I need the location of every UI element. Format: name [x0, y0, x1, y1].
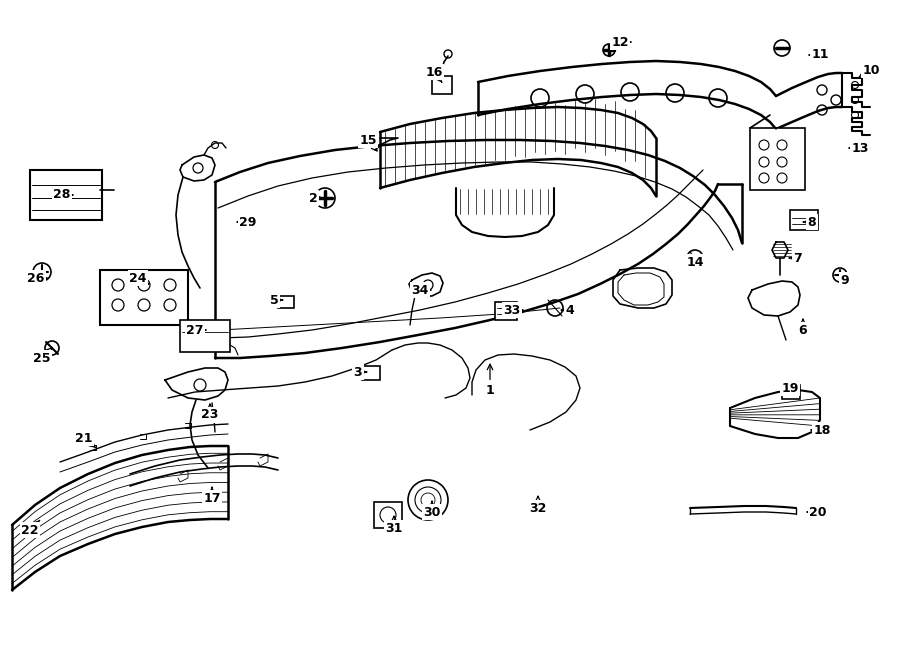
- Text: 11: 11: [809, 48, 829, 61]
- Bar: [180, 320, 230, 352]
- Text: 14: 14: [686, 256, 704, 268]
- Text: 19: 19: [781, 381, 798, 395]
- Text: 2: 2: [309, 192, 322, 204]
- Bar: [782, 385, 800, 399]
- Bar: [362, 366, 380, 380]
- Bar: [495, 302, 517, 320]
- Bar: [432, 76, 452, 94]
- Text: 31: 31: [385, 516, 402, 535]
- Text: 1: 1: [486, 364, 494, 397]
- Text: 6: 6: [798, 319, 807, 336]
- Text: 8: 8: [804, 215, 816, 229]
- Bar: [30, 170, 102, 220]
- Text: 27: 27: [186, 323, 206, 336]
- Text: 4: 4: [562, 303, 574, 317]
- Text: 34: 34: [411, 284, 431, 297]
- Text: 10: 10: [859, 63, 880, 77]
- Text: 21: 21: [76, 432, 95, 447]
- Bar: [374, 502, 402, 528]
- Text: 20: 20: [807, 506, 827, 518]
- Text: 12: 12: [611, 36, 631, 48]
- Text: 5: 5: [270, 293, 283, 307]
- Bar: [790, 210, 818, 230]
- Text: 28: 28: [53, 188, 73, 202]
- Text: 32: 32: [529, 496, 546, 514]
- Text: 3: 3: [354, 366, 366, 379]
- Text: 9: 9: [841, 274, 850, 286]
- Bar: [278, 296, 294, 308]
- Text: 22: 22: [22, 520, 40, 537]
- Bar: [750, 128, 805, 190]
- Text: 23: 23: [202, 404, 219, 422]
- Text: 16: 16: [426, 65, 443, 82]
- Text: 17: 17: [203, 487, 220, 504]
- Text: 33: 33: [503, 303, 523, 317]
- Text: 30: 30: [423, 502, 441, 518]
- Text: 29: 29: [238, 215, 256, 229]
- Text: 18: 18: [811, 424, 831, 436]
- Text: 15: 15: [359, 134, 377, 151]
- Text: 7: 7: [789, 251, 803, 264]
- Bar: [100, 270, 188, 325]
- Text: 13: 13: [850, 141, 868, 155]
- Text: 24: 24: [130, 272, 148, 284]
- Text: 25: 25: [33, 348, 52, 364]
- Text: 26: 26: [27, 272, 47, 284]
